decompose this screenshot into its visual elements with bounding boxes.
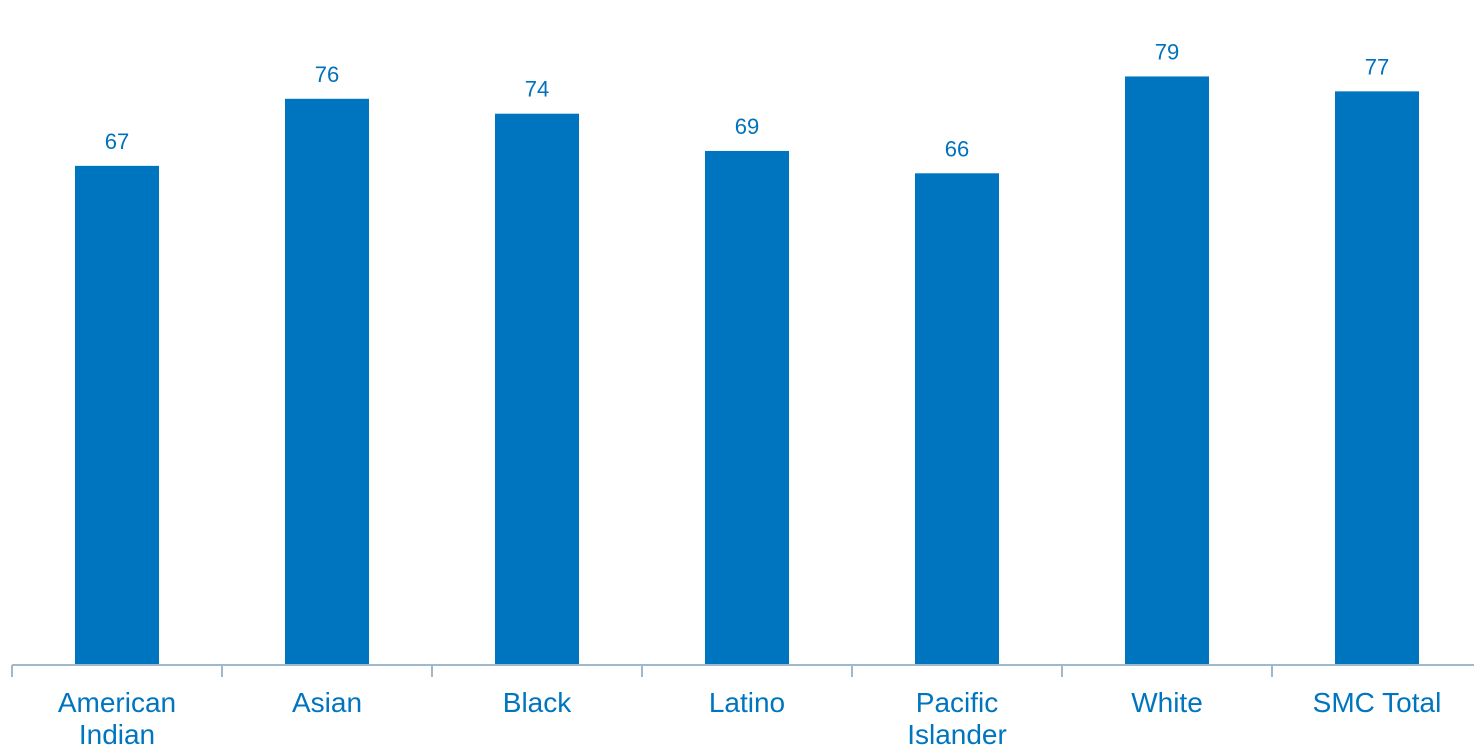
category-label: Black [503,687,572,718]
category-label-line: Pacific [916,687,998,718]
bar-value-label: 66 [945,136,969,161]
category-label: Latino [709,687,785,718]
category-label: Asian [292,687,362,718]
bar-value-label: 76 [315,62,339,87]
category-label-line: Black [503,687,572,718]
bar [915,173,999,666]
bar-value-label: 69 [735,114,759,139]
bar [1335,91,1419,666]
category-label: SMC Total [1313,687,1442,718]
category-label: White [1131,687,1203,718]
category-label-line: Asian [292,687,362,718]
bar [705,150,789,665]
bar-value-label: 77 [1365,54,1389,79]
category-label-line: Islander [907,719,1007,750]
bar [285,98,369,666]
value-labels-group: 67 76 74 69 66 79 77 [105,39,1389,161]
x-axis [11,664,1474,677]
category-label-line: Latino [709,687,785,718]
category-label: American Indian [58,687,176,750]
bar [1125,76,1209,665]
category-label-line: Indian [79,719,155,750]
category-label-line: White [1131,687,1203,718]
bar-value-label: 79 [1155,39,1179,64]
bar [495,113,579,665]
bars-group [75,76,1419,666]
category-label-line: SMC Total [1313,687,1442,718]
category-label: Pacific Islander [907,687,1007,750]
category-label-line: American [58,687,176,718]
bar-value-label: 74 [525,77,549,102]
bar [75,165,159,665]
category-labels-group: American Indian Asian Black Latino Pacific Isl… [58,687,1441,750]
bar-value-label: 67 [105,129,129,154]
